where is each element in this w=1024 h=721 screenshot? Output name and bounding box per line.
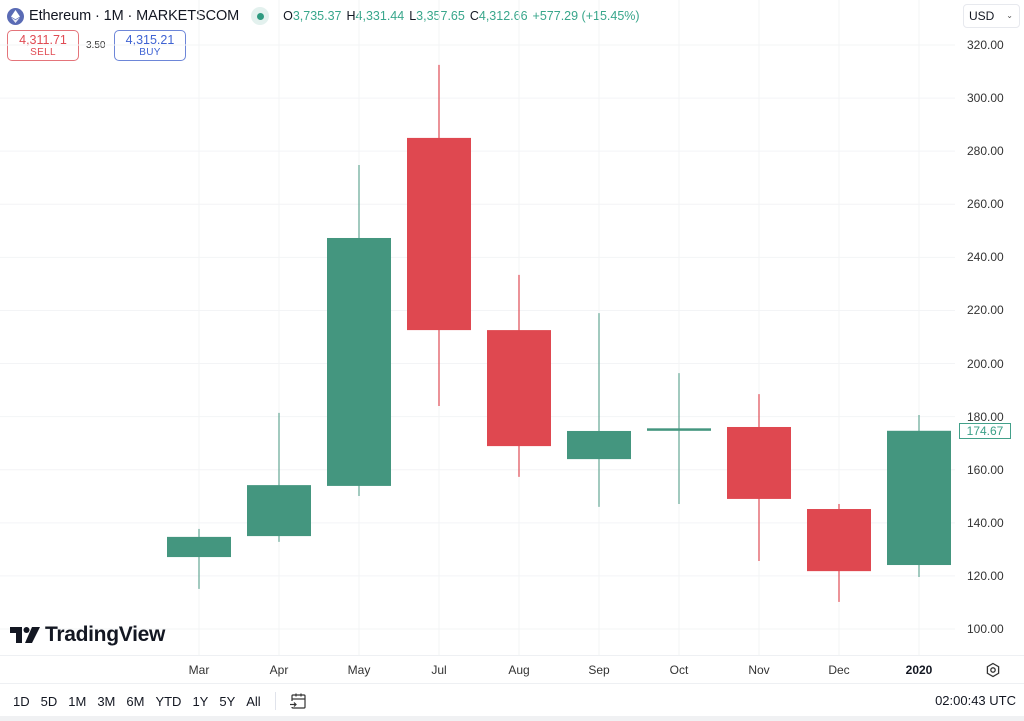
candle-apr[interactable] <box>247 412 311 542</box>
y-tick-label: 300.00 <box>967 91 1004 106</box>
chevron-down-icon: ⌄ <box>1006 11 1013 20</box>
y-tick-label: 140.00 <box>967 515 1004 530</box>
buy-label: BUY <box>139 47 161 58</box>
symbol-title[interactable]: Ethereum · 1M · MARKETSCOM <box>29 8 240 24</box>
toolbar-divider <box>274 692 276 710</box>
buy-price: 4,315.21 <box>125 33 175 47</box>
last-price-label: 174.67 <box>959 422 1011 439</box>
range-button-1d[interactable]: 1D <box>13 693 30 709</box>
range-buttons: 1D 5D 1M 3M 6M YTD 1Y 5Y All <box>0 694 261 709</box>
high-label: H <box>346 9 356 23</box>
sell-label: SELL <box>30 47 56 58</box>
range-button-all[interactable]: All <box>246 693 261 709</box>
candlestick-plot[interactable] <box>0 0 955 655</box>
chart-header: Ethereum · 1M · MARKETSCOM O3,735.37 H4,… <box>0 0 1024 34</box>
ethereum-logo-icon <box>7 7 24 25</box>
close-label: C <box>469 9 479 23</box>
candle-2020[interactable] <box>887 415 951 577</box>
x-tick-label: Aug <box>508 663 530 677</box>
low-value: 3,357.65 <box>416 9 465 23</box>
x-tick-label: Dec <box>828 663 850 677</box>
sell-price: 4,311.71 <box>19 33 67 47</box>
y-tick-label: 280.00 <box>967 144 1004 159</box>
range-button-5d[interactable]: 5D <box>40 693 58 709</box>
ohlc-values: O3,735.37 H4,331.44 L3,357.65 C4,312.66 … <box>283 9 639 23</box>
candle-dec[interactable] <box>807 503 871 602</box>
y-tick-label: 200.00 <box>967 356 1004 371</box>
range-button-6m[interactable]: 6M <box>126 693 145 709</box>
candle-nov[interactable] <box>727 394 791 562</box>
candle-mar[interactable] <box>167 528 231 589</box>
y-tick-label: 320.00 <box>967 38 1004 52</box>
candle-aug[interactable] <box>487 274 551 477</box>
y-tick-label: 220.00 <box>967 303 1004 318</box>
time-axis[interactable]: Mar Apr May Jul Aug Sep Oct Nov Dec 2020 <box>0 655 1024 683</box>
close-value: 4,312.66 <box>478 9 528 23</box>
candle-jul[interactable] <box>407 64 471 407</box>
range-button-1m[interactable]: 1M <box>68 693 87 709</box>
x-tick-label: 2020 <box>905 663 933 677</box>
range-button-1y[interactable]: 1Y <box>192 693 209 709</box>
range-button-3m[interactable]: 3M <box>97 693 116 709</box>
candle-sep[interactable] <box>567 313 631 507</box>
currency-value: USD <box>969 9 995 23</box>
currency-select[interactable]: USD ⌄ <box>963 4 1020 28</box>
x-tick-label: Nov <box>748 663 770 677</box>
candle-oct[interactable] <box>647 373 711 504</box>
range-toolbar: 1D 5D 1M 3M 6M YTD 1Y 5Y All 02:00:43 UTC <box>0 683 1024 718</box>
tradingview-logo-icon <box>10 627 40 643</box>
x-tick-label: Apr <box>269 663 289 677</box>
y-tick-label: 260.00 <box>967 197 1004 212</box>
x-tick-label: Jul <box>431 663 447 677</box>
bottom-strip <box>0 716 1024 721</box>
range-button-5y[interactable]: 5Y <box>219 693 236 709</box>
open-value: 3,735.37 <box>292 9 342 23</box>
y-tick-label: 180.00 <box>967 409 1004 424</box>
change-value: +577.29 (+15.45%) <box>532 9 640 23</box>
y-tick-label: 240.00 <box>967 250 1004 265</box>
x-tick-label: May <box>347 663 371 677</box>
y-tick-label: 100.00 <box>967 622 1004 636</box>
low-label: L <box>409 9 417 23</box>
candle-may[interactable] <box>327 164 391 497</box>
high-value: 4,331.44 <box>355 9 405 23</box>
market-status-icon <box>251 7 270 25</box>
tradingview-logo[interactable]: TradingView <box>10 623 165 647</box>
tradingview-wordmark: TradingView <box>45 623 166 646</box>
range-button-ytd[interactable]: YTD <box>155 693 182 709</box>
x-tick-label: Sep <box>588 663 610 677</box>
x-tick-label: Oct <box>669 663 689 677</box>
price-axis[interactable]: 320.00 300.00 280.00 260.00 240.00 220.00 200.… <box>955 0 1024 655</box>
y-tick-label: 120.00 <box>967 568 1004 583</box>
open-label: O <box>283 9 293 23</box>
y-tick-label: 160.00 <box>967 462 1004 477</box>
clock-utc[interactable]: 02:00:43 UTC <box>935 693 1016 708</box>
go-to-date-icon[interactable] <box>288 691 308 711</box>
symbol-title-row: Ethereum · 1M · MARKETSCOM O3,735.37 H4,… <box>7 6 640 26</box>
chart-settings-icon[interactable] <box>985 662 1001 678</box>
x-tick-label: Mar <box>188 663 210 677</box>
